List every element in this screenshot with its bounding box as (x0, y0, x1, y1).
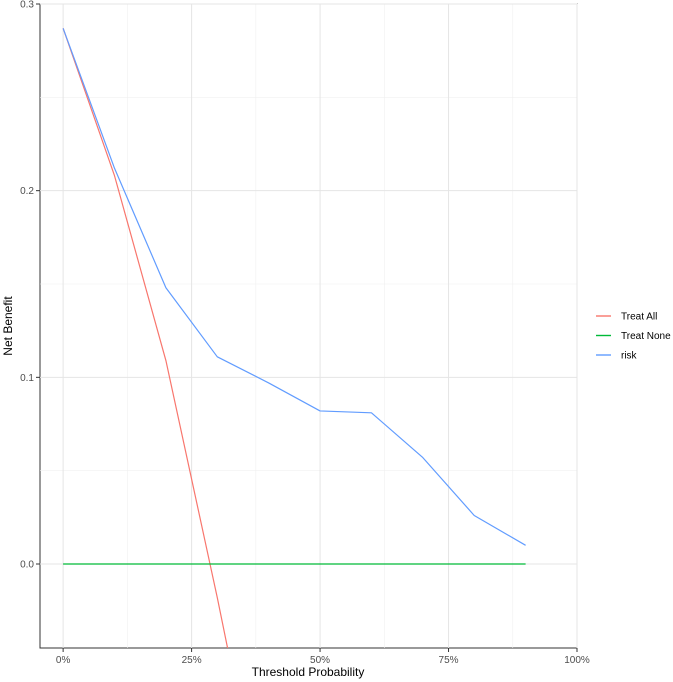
y-axis-ticks: 0.0 0.1 0.2 0.3 (20, 0, 40, 571)
y-tick-label: 0.0 (20, 560, 34, 571)
x-tick-label: 50% (310, 655, 330, 666)
legend: Treat All Treat None risk (596, 312, 671, 362)
x-tick-label: 75% (439, 655, 459, 666)
y-tick-label: 0.3 (20, 0, 34, 11)
series-line-risk (62, 28, 526, 546)
x-tick-label: 100% (564, 655, 590, 666)
y-tick-label: 0.1 (20, 373, 34, 384)
minor-gridlines (40, 4, 577, 648)
legend-label: Treat None (621, 331, 671, 342)
series-line-treat-all (62, 28, 229, 648)
x-axis-title: Threshold Probability (252, 665, 365, 679)
x-tick-label: 25% (182, 655, 202, 666)
plot-panel (39, 3, 578, 649)
y-tick-label: 0.2 (20, 186, 34, 197)
y-axis-title: Net Benefit (1, 296, 15, 356)
series-lines (62, 28, 526, 648)
legend-label: risk (621, 351, 638, 362)
x-axis-ticks: 0% 25% 50% 75% 100% (56, 648, 590, 666)
x-tick-label: 0% (56, 655, 71, 666)
legend-label: Treat All (621, 312, 657, 323)
